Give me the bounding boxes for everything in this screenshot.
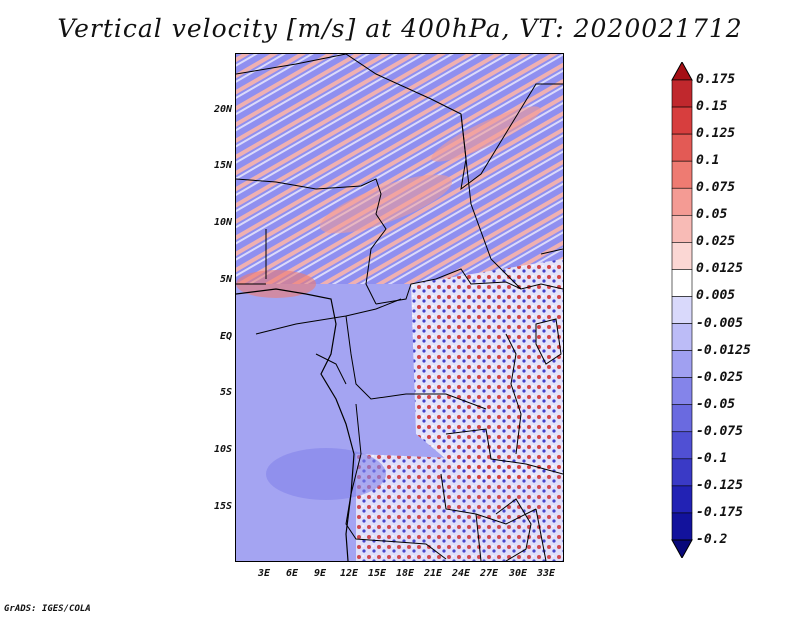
lon-label-30e: 30E	[508, 568, 528, 579]
colorbar-label: 0.075	[696, 180, 736, 196]
colorbar-segment	[671, 79, 693, 108]
lon-label-15e: 15E	[367, 568, 387, 579]
colorbar-segment	[671, 458, 693, 487]
colorbar-segment	[671, 133, 693, 162]
coastline	[236, 288, 355, 561]
lon-label-12e: 12E	[339, 568, 359, 579]
colorbar-segment	[671, 269, 693, 297]
colorbar-segment	[671, 377, 693, 406]
colorbar-segment	[671, 404, 693, 433]
colorbar-label: -0.125	[696, 477, 743, 493]
colorbar-label: -0.05	[696, 396, 736, 412]
colorbar-label: 0.175	[696, 72, 736, 87]
lat-label-10s: 10S	[213, 444, 232, 455]
colorbar-segment	[671, 187, 693, 216]
colorbar-label: 0.125	[696, 126, 736, 142]
lon-label-33e: 33E	[536, 568, 556, 579]
colorbar	[671, 62, 693, 558]
colorbar-label: -0.005	[696, 315, 743, 331]
lat-label-5n: 5N	[219, 274, 232, 285]
colorbar-segment	[671, 296, 693, 324]
colorbar-segment	[671, 431, 693, 460]
colorbar-label: 0.025	[696, 234, 736, 250]
field-north	[236, 54, 563, 284]
field-blue-patch	[266, 448, 386, 500]
field-central-convection	[411, 259, 563, 484]
lon-label-21e: 21E	[423, 568, 443, 579]
colorbar-segment	[671, 242, 693, 270]
map-panel	[235, 53, 564, 562]
colorbar-segment	[671, 323, 693, 351]
lat-label-20n: 20N	[213, 104, 232, 115]
lat-label-15n: 15N	[213, 160, 232, 171]
colorbar-segment	[671, 214, 693, 243]
colorbar-label: -0.025	[696, 369, 743, 385]
colorbar-segment	[671, 106, 693, 135]
lat-label-10n: 10N	[213, 217, 232, 228]
colorbar-label: 0.1	[696, 153, 720, 169]
grads-credit: GrADS: IGES/COLA	[4, 604, 91, 614]
colorbar-label: 0.15	[696, 99, 728, 115]
chart-title: Vertical velocity [m/s] at 400hPa, VT: 2…	[57, 14, 743, 43]
colorbar-label: -0.075	[696, 423, 743, 439]
colorbar-bottom-arrow	[671, 539, 693, 558]
field-red-band	[319, 174, 453, 234]
lat-label-15s: 15S	[213, 501, 232, 512]
velocity-field	[236, 54, 563, 561]
lon-label-24e: 24E	[451, 568, 471, 579]
colorbar-top-arrow	[671, 62, 693, 81]
lon-label-27e: 27E	[479, 568, 499, 579]
colorbar-label: -0.1	[696, 450, 728, 466]
lat-label-5s: 5S	[219, 387, 232, 398]
colorbar-label: -0.2	[696, 532, 728, 547]
lon-label-6e: 6E	[285, 568, 299, 579]
colorbar-label: 0.005	[696, 288, 736, 304]
colorbar-segment	[671, 512, 693, 541]
lon-label-18e: 18E	[395, 568, 415, 579]
colorbar-segment	[671, 485, 693, 514]
lon-label-3e: 3E	[257, 568, 271, 579]
country-borders	[236, 54, 563, 561]
colorbar-segment	[671, 160, 693, 189]
colorbar-label: 0.0125	[696, 261, 743, 277]
lon-label-9e: 9E	[313, 568, 327, 579]
colorbar-label: -0.175	[696, 504, 743, 520]
colorbar-label: -0.0125	[696, 342, 751, 358]
lat-label-eq: EQ	[219, 331, 232, 342]
field-southern-convection	[356, 454, 563, 561]
colorbar-segment	[671, 350, 693, 378]
colorbar-label: 0.05	[696, 207, 728, 223]
